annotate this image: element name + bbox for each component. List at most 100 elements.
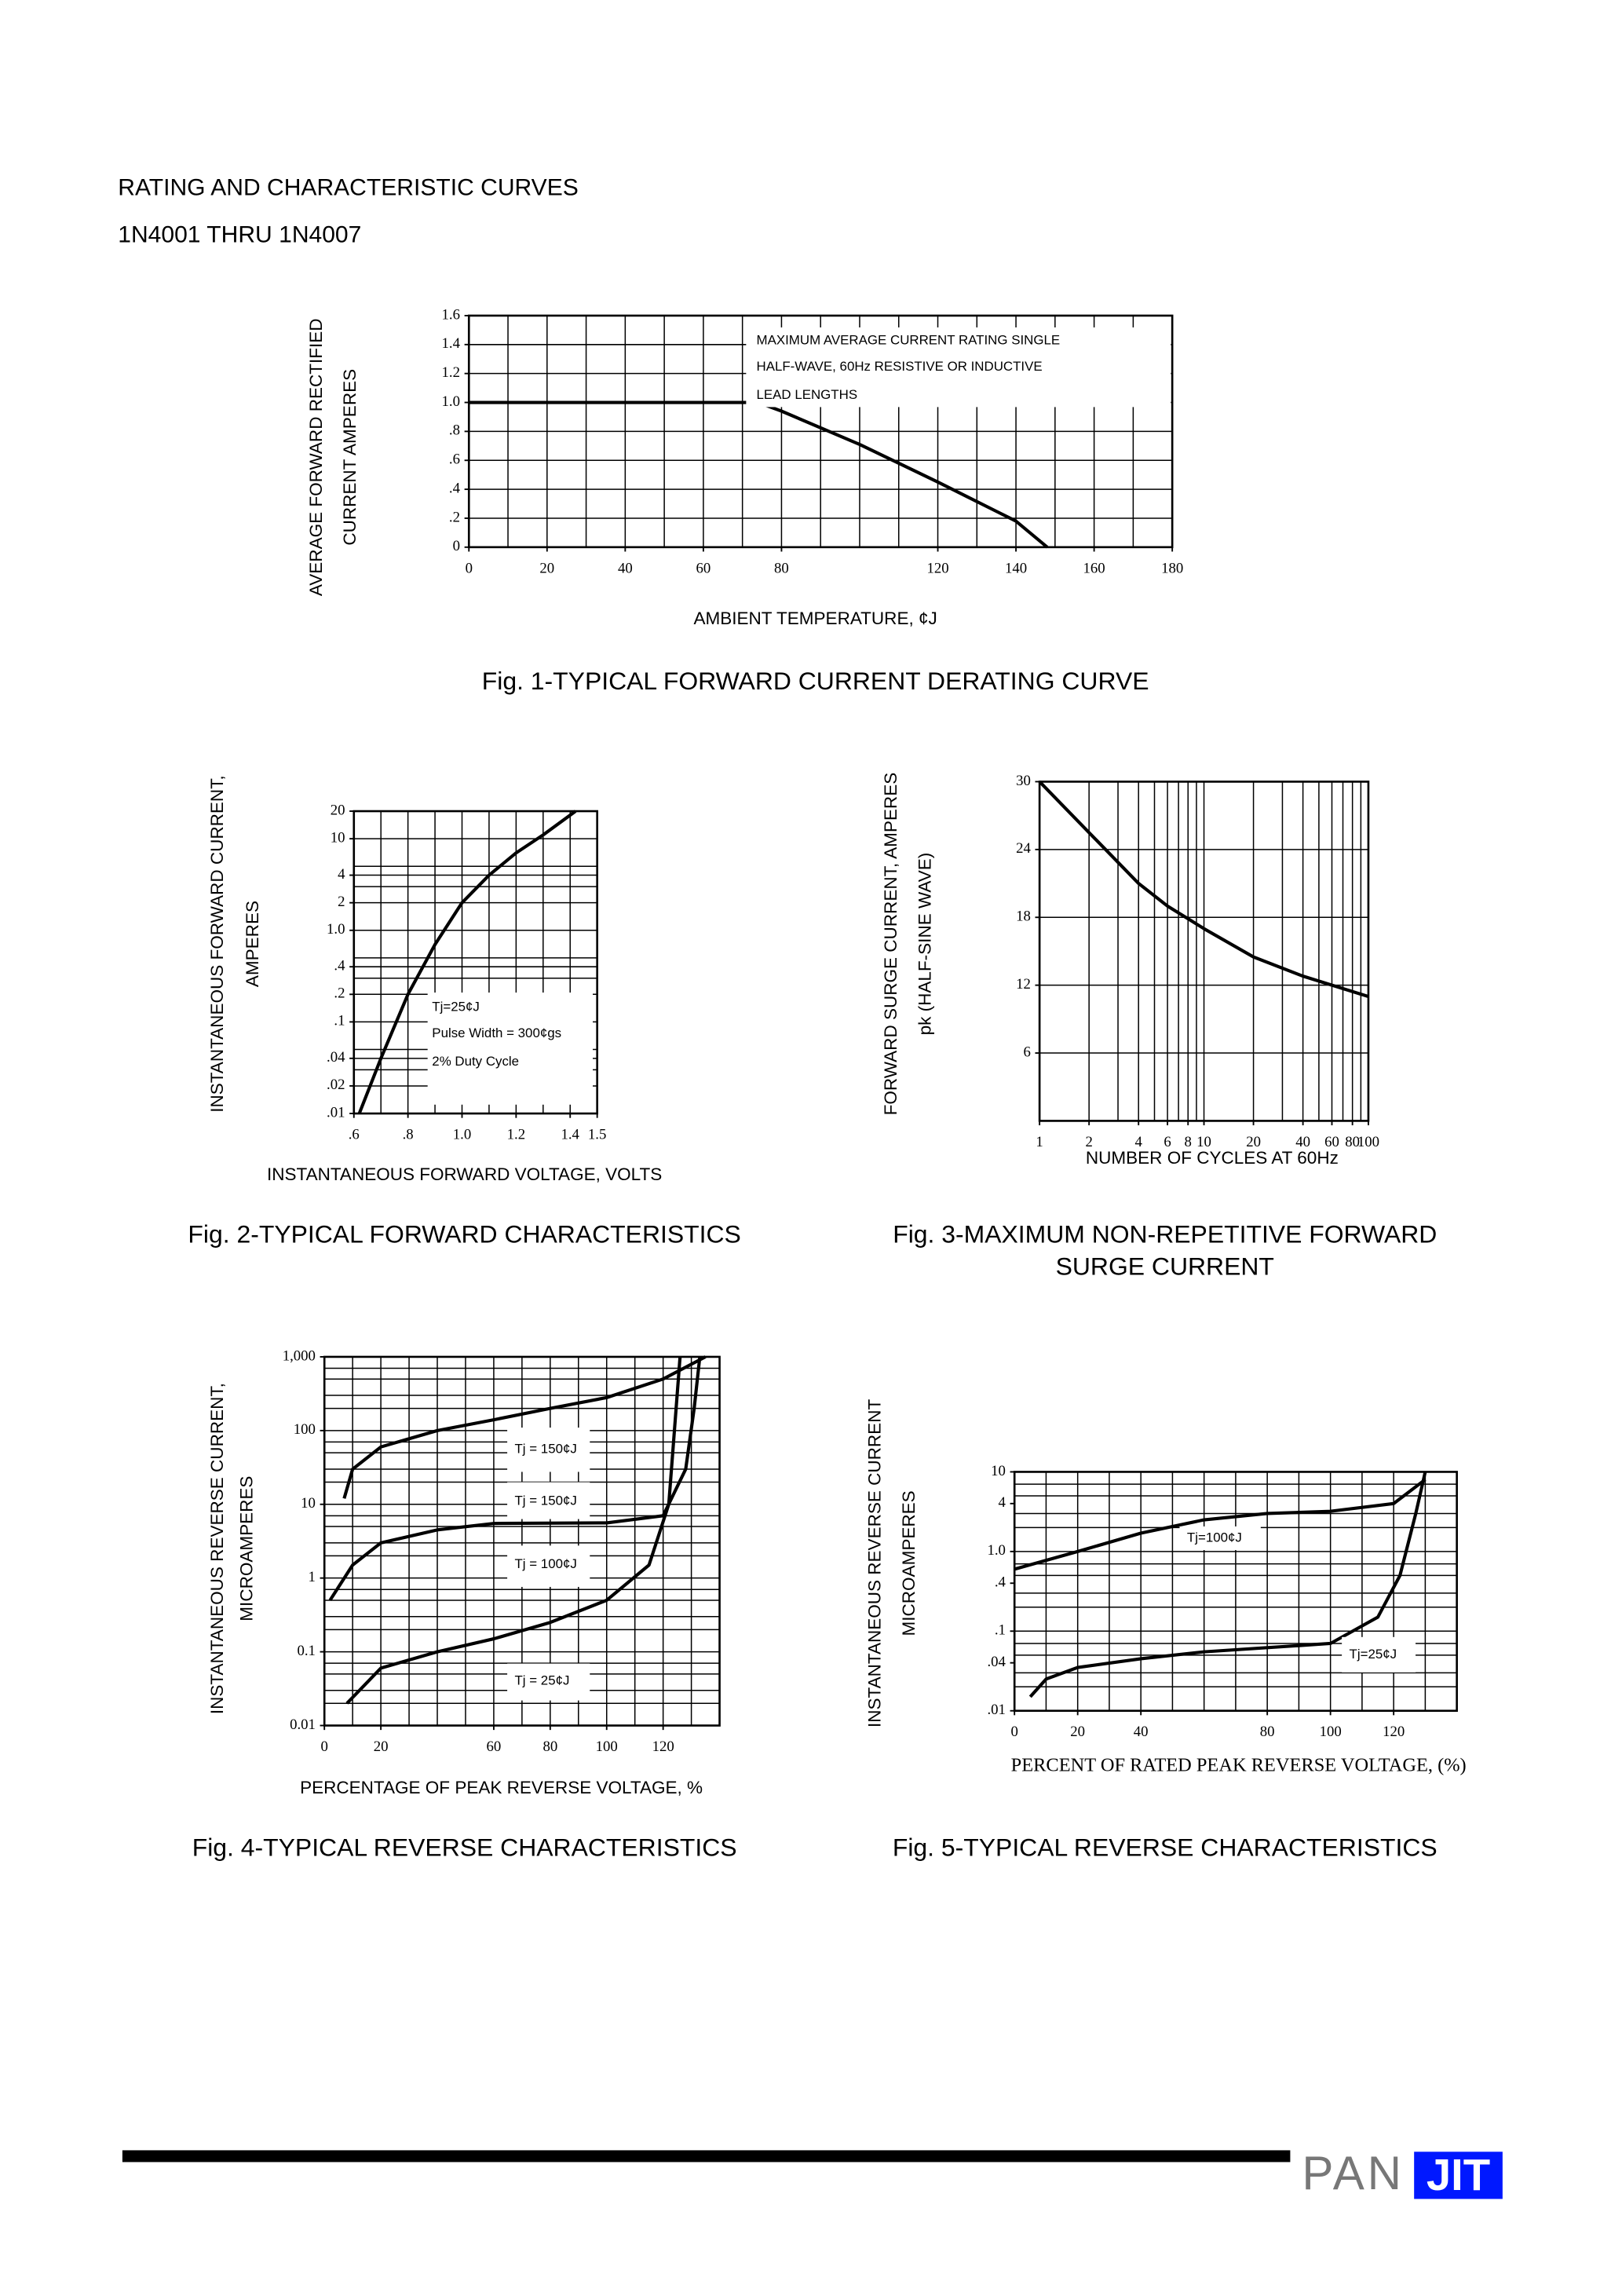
y-tick-label: 10 [331, 829, 345, 846]
page-title: RATING AND CHARACTERISTIC CURVES [118, 174, 579, 200]
y-tick-label: .2 [449, 509, 460, 525]
x-tick-label: 80 [1345, 1134, 1360, 1150]
y-tick-label: .2 [334, 985, 345, 1002]
y-tick-label: 10 [301, 1495, 316, 1512]
x-tick-label: 120 [926, 560, 948, 576]
label-box [507, 1482, 590, 1519]
y-tick-label: 20 [331, 802, 345, 818]
x-tick-label: 6 [1164, 1134, 1171, 1150]
label-box [507, 1663, 590, 1701]
annotation: Tj=100¢J [1187, 1530, 1242, 1545]
x-tick-label: 1.2 [507, 1127, 525, 1143]
annotation: MAXIMUM AVERAGE CURRENT RATING SINGLE [757, 332, 1061, 347]
label-box [507, 1428, 590, 1472]
plot-frame [353, 810, 598, 1115]
curve [1014, 1478, 1427, 1571]
x-tick-label: 80 [542, 1738, 557, 1755]
y-axis-label: AMPERES [243, 901, 262, 987]
x-tick-label: 60 [696, 560, 711, 576]
y-axis-label: INSTANTANEOUS FORWARD CURRENT, [207, 775, 227, 1112]
x-tick-label: 0 [1010, 1724, 1017, 1740]
y-tick-label: .01 [987, 1702, 1005, 1718]
y-tick-label: .1 [334, 1013, 345, 1029]
x-tick-label: 0 [466, 560, 473, 576]
y-tick-label: 1.0 [327, 921, 345, 938]
y-axis-label: CURRENT AMPERES [340, 369, 360, 546]
x-tick-label: 1.0 [453, 1127, 471, 1143]
x-tick-label: 80 [774, 560, 789, 576]
figure-caption: Fig. 5-TYPICAL REVERSE CHARACTERISTICS [893, 1834, 1438, 1862]
label-box [746, 327, 1171, 408]
curve [328, 1356, 702, 1602]
y-tick-label: 1,000 [283, 1347, 316, 1364]
annotation: Tj = 100¢J [514, 1556, 576, 1571]
y-axis-label: INSTANTANEOUS REVERSE CURRENT [865, 1399, 885, 1727]
y-tick-label: 1 [309, 1569, 316, 1585]
y-tick-label: 100 [294, 1421, 316, 1438]
y-tick-label: .02 [327, 1077, 345, 1093]
y-tick-label: .4 [449, 480, 461, 496]
curve [1038, 781, 1369, 999]
x-tick-label: 1.5 [588, 1127, 606, 1143]
y-tick-label: 2 [338, 894, 345, 910]
plot-frame [323, 1355, 721, 1727]
x-tick-label: 120 [652, 1738, 674, 1755]
y-tick-label: 30 [1016, 773, 1031, 789]
logo-box [1414, 2152, 1503, 2199]
y-tick-label: 1.4 [442, 335, 461, 352]
annotation: Tj = 150¢J [514, 1442, 576, 1457]
page-subtitle: 1N4001 THRU 1N4007 [118, 221, 361, 247]
curve [1028, 1471, 1427, 1698]
x-tick-label: 2 [1085, 1134, 1092, 1150]
x-axis-label: PERCENTAGE OF PEAK REVERSE VOLTAGE, % [300, 1778, 703, 1797]
x-tick-label: 20 [1246, 1134, 1261, 1150]
y-axis-label: MICROAMPERES [899, 1490, 919, 1636]
x-tick-label: .6 [349, 1127, 360, 1143]
y-tick-label: .1 [995, 1622, 1006, 1639]
x-axis-label: INSTANTANEOUS FORWARD VOLTAGE, VOLTS [267, 1164, 662, 1184]
x-tick-label: 80 [1260, 1724, 1275, 1740]
label-box [1342, 1636, 1416, 1673]
y-tick-label: .04 [987, 1654, 1006, 1670]
x-tick-label: 0 [321, 1738, 328, 1755]
y-axis-label: pk (HALF-SINE WAVE) [915, 853, 934, 1036]
x-tick-label: 40 [618, 560, 633, 576]
x-tick-label: 1.4 [561, 1127, 579, 1143]
x-tick-label: 120 [1383, 1724, 1405, 1740]
x-tick-label: 140 [1005, 560, 1027, 576]
x-tick-label: 40 [1134, 1724, 1149, 1740]
curve [345, 1356, 682, 1705]
y-tick-label: 1.0 [987, 1542, 1005, 1559]
annotation: 2% Duty Cycle [432, 1054, 519, 1069]
x-tick-label: 180 [1161, 560, 1183, 576]
label-box [507, 1545, 590, 1587]
x-tick-label: 4 [1135, 1134, 1143, 1150]
y-tick-label: 18 [1016, 909, 1031, 925]
x-axis-label: NUMBER OF CYCLES AT 60Hz [1086, 1148, 1339, 1168]
x-axis-label: PERCENT OF RATED PEAK REVERSE VOLTAGE, (… [1011, 1755, 1467, 1776]
x-tick-label: 160 [1083, 560, 1105, 576]
annotation: Tj = 150¢J [514, 1493, 576, 1508]
label-box [427, 993, 594, 1105]
y-tick-label: .4 [995, 1574, 1006, 1591]
x-tick-label: 60 [1324, 1134, 1339, 1150]
annotation: LEAD LENGTHS [757, 387, 858, 402]
x-tick-label: 40 [1295, 1134, 1310, 1150]
figure-caption: Fig. 3-MAXIMUM NON-REPETITIVE FORWARD [893, 1219, 1437, 1248]
y-tick-label: 6 [1023, 1044, 1030, 1060]
figure-caption: Fig. 1-TYPICAL FORWARD CURRENT DERATING … [482, 667, 1149, 695]
x-tick-label: 100 [1320, 1724, 1342, 1740]
x-tick-label: 100 [1357, 1134, 1379, 1150]
annotation: Tj=25¢J [432, 999, 480, 1014]
y-axis-label: MICROAMPERES [236, 1476, 256, 1621]
y-axis-label: AVERAGE FORWARD RECTIFIED [306, 318, 326, 596]
curve [342, 1355, 707, 1499]
annotation: Pulse Width = 300¢gs [432, 1026, 561, 1040]
y-tick-label: 0.01 [290, 1717, 316, 1733]
annotation: HALF-WAVE, 60Hz RESISTIVE OR INDUCTIVE [757, 359, 1043, 374]
x-tick-label: 8 [1185, 1134, 1192, 1150]
x-tick-label: 10 [1196, 1134, 1211, 1150]
logo-text: PAN [1302, 2147, 1404, 2199]
y-tick-label: 0 [453, 538, 460, 554]
figure-caption: Fig. 2-TYPICAL FORWARD CHARACTERISTICS [188, 1219, 740, 1248]
